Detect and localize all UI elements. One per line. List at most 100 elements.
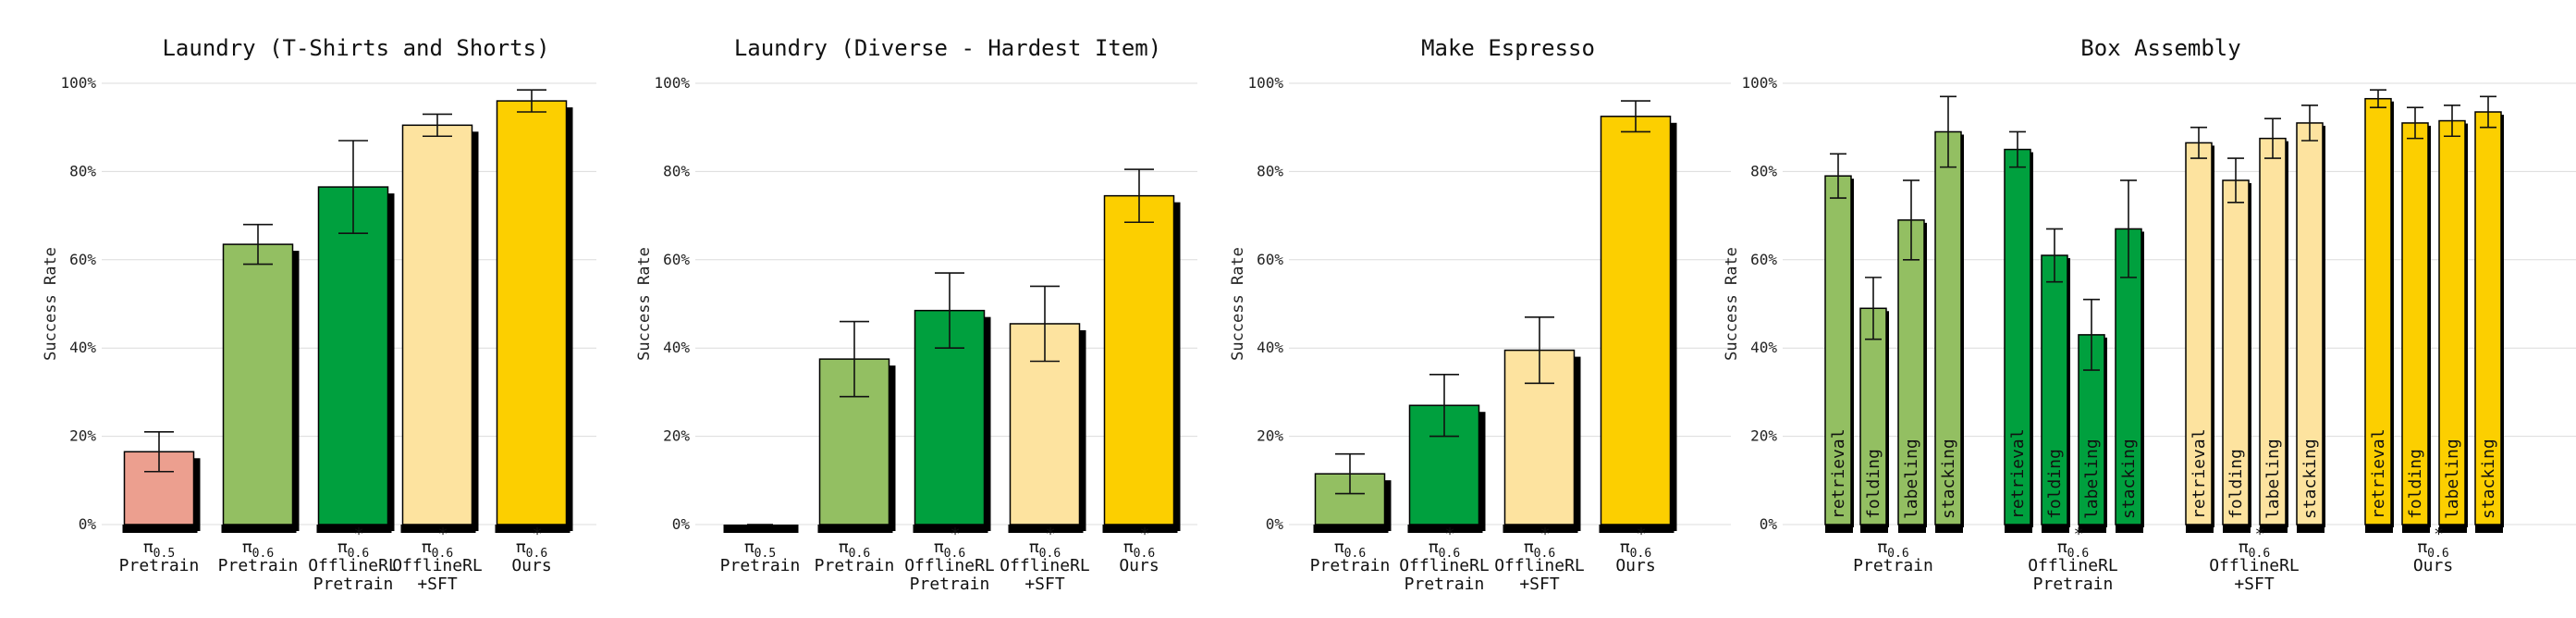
- symbol: π: [1029, 538, 1039, 557]
- symbol: π: [1524, 538, 1534, 557]
- star-mark: *: [1046, 525, 1056, 544]
- category-label: π0.6*Ours: [2413, 525, 2453, 575]
- category-label: π0.6*Ours: [1119, 525, 1159, 575]
- category-line-1: Ours: [1119, 556, 1159, 575]
- y-tick-label: 0%: [1760, 515, 1778, 533]
- bar-base: [1935, 525, 1963, 533]
- category-symbol: π0.6: [1877, 538, 1908, 561]
- bar-inner-label: labeling: [2082, 439, 2102, 519]
- y-tick-label: 20%: [1257, 427, 1283, 445]
- subscript: 0.6: [1534, 547, 1555, 561]
- y-tick-label: 100%: [60, 74, 96, 92]
- subscript: 0.5: [153, 547, 175, 561]
- category-line-2: +SFT: [2234, 575, 2275, 594]
- bar-4: [1008, 285, 1086, 533]
- bar-pretrain-retrieval: retrieval: [1824, 153, 1854, 533]
- bar-offlinerl-stacking: stacking: [2296, 105, 2325, 533]
- category-line-2: +SFT: [1024, 575, 1065, 594]
- category-line-1: OfflineRL: [1399, 556, 1490, 575]
- category-label: π0.6*Ours: [1615, 525, 1655, 575]
- category-line-1: OfflineRL: [904, 556, 995, 575]
- chart-panel-2: 0% 20% 40% 60% 80% 100% Laundry (Diverse - Har…: [635, 35, 1197, 594]
- category-line-2: +SFT: [417, 575, 458, 594]
- y-tick-label: 80%: [1750, 162, 1777, 179]
- bar-inner-label: stacking: [2479, 439, 2498, 519]
- bar-base: [2297, 525, 2325, 533]
- category-line-1: Pretrain: [720, 556, 801, 575]
- bar-base: [2402, 525, 2430, 533]
- bar-inner-label: retrieval: [2008, 428, 2028, 519]
- subscript: 0.5: [754, 547, 776, 561]
- subscript: 0.6: [849, 547, 870, 561]
- bar: [317, 186, 389, 525]
- category-symbol: π0.6: [839, 538, 870, 561]
- y-axis-label: Success Rate: [1723, 247, 1741, 361]
- bar-base: [1503, 525, 1578, 533]
- bar-base: [316, 525, 392, 533]
- bar: [2474, 111, 2502, 525]
- bar: [2222, 179, 2250, 525]
- subscript: 0.6: [1344, 547, 1366, 561]
- category-line-1: OfflineRL: [1494, 556, 1585, 575]
- bar-inner-label: folding: [1864, 449, 1883, 519]
- symbol: π: [1877, 538, 1887, 557]
- y-tick-label: 60%: [663, 251, 690, 268]
- bar-offlinerl-labeling: labeling: [2078, 298, 2107, 533]
- subscript: 0.6: [1134, 547, 1155, 561]
- category-symbol: π0.6: [337, 538, 369, 561]
- category-symbol: π0.6: [1123, 538, 1155, 561]
- category-line-2: Pretrain: [313, 575, 394, 594]
- bar-base: [723, 525, 799, 533]
- subscript: 0.6: [1039, 547, 1061, 561]
- y-tick-label: 80%: [663, 162, 690, 179]
- bar-1: [723, 524, 799, 533]
- y-tick-label: 100%: [1741, 74, 1777, 92]
- category-symbol: π0.5: [143, 538, 175, 561]
- chart-title: Laundry (Diverse - Hardest Item): [734, 35, 1161, 61]
- bar: [401, 124, 473, 525]
- category-symbol: π0.6: [2239, 538, 2270, 561]
- bar-base: [1825, 525, 1853, 533]
- category-line-2: +SFT: [1519, 575, 1560, 594]
- star-mark: *: [1540, 525, 1551, 544]
- y-tick-label: 100%: [654, 74, 690, 92]
- star-mark: *: [1445, 525, 1455, 544]
- bar-4: [400, 113, 479, 533]
- bar-base: [1860, 525, 1888, 533]
- bar-offlinerl-labeling: labeling: [2259, 117, 2288, 533]
- bar-pretrain-folding: folding: [1859, 277, 1889, 533]
- star-mark: *: [951, 525, 961, 544]
- subscript: 0.6: [526, 547, 547, 561]
- symbol: π: [1620, 538, 1630, 557]
- symbol: π: [2417, 538, 2427, 557]
- subscript: 0.6: [2067, 547, 2089, 561]
- y-axis-label: Success Rate: [1229, 247, 1247, 361]
- category-line-1: OfflineRL: [308, 556, 399, 575]
- category-line-1: Pretrain: [218, 556, 299, 575]
- symbol: π: [934, 538, 944, 557]
- bar-base: [1313, 525, 1389, 533]
- subscript: 0.6: [1630, 547, 1651, 561]
- bar-base: [913, 525, 988, 533]
- symbol: π: [1334, 538, 1344, 557]
- bar-base: [2079, 525, 2106, 533]
- bar-ours-retrieval: retrieval: [2364, 89, 2394, 533]
- bar-base: [2116, 525, 2143, 533]
- bar: [1103, 194, 1175, 525]
- bar-ours-labeling: labeling: [2438, 105, 2468, 533]
- bar-1: [1313, 452, 1392, 533]
- category-symbol: π0.6: [2417, 538, 2448, 561]
- bar-base: [2005, 525, 2032, 533]
- symbol: π: [242, 538, 252, 557]
- bar-base: [2475, 525, 2503, 533]
- bar: [2259, 137, 2287, 525]
- subscript: 0.6: [1439, 547, 1460, 561]
- star-mark: *: [438, 525, 448, 544]
- category-symbol: π0.6: [1524, 538, 1555, 561]
- y-tick-label: 40%: [663, 339, 690, 356]
- y-axis-label: Success Rate: [635, 247, 654, 361]
